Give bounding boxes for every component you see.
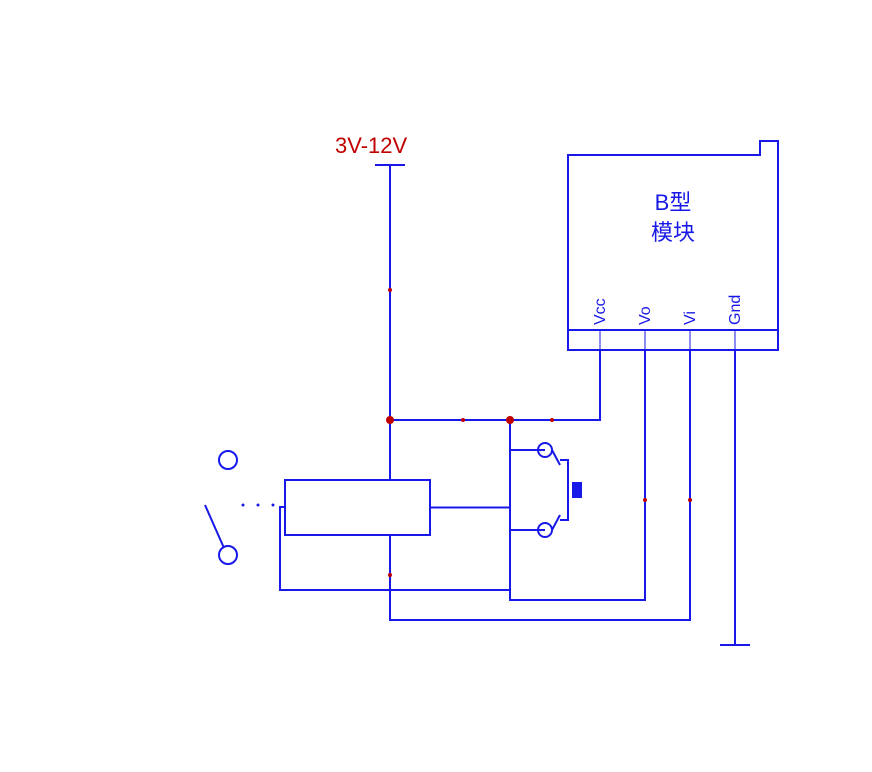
module-title-line2: 模块 — [651, 220, 695, 245]
junction-dot — [506, 416, 514, 424]
wire-marker — [643, 498, 647, 502]
pin-label-vcc: Vcc — [592, 298, 609, 325]
wire-marker — [688, 498, 692, 502]
wire-marker — [550, 418, 554, 422]
wire — [390, 375, 600, 420]
switch-link-dot — [272, 504, 275, 507]
pin-label-gnd: Gnd — [727, 295, 744, 325]
switch-terminal-bottom — [219, 546, 237, 564]
wire-marker — [461, 418, 465, 422]
switch-link-dot — [242, 504, 245, 507]
junction-dot — [386, 416, 394, 424]
switch-link-dot — [257, 504, 260, 507]
switch-arm — [205, 505, 224, 548]
voltage-label: 3V-12V — [335, 133, 407, 158]
wire-marker — [388, 288, 392, 292]
relay-box — [285, 480, 430, 535]
wire — [280, 507, 510, 590]
buzzer-body — [560, 460, 568, 520]
pin-label-vo: Vo — [637, 306, 654, 325]
wire-marker — [388, 573, 392, 577]
module-title-line1: B型 — [655, 190, 692, 215]
circuit-diagram: 3V-12V B型模块 Vcc Vo Vi Gnd — [0, 0, 872, 772]
buzzer-tab — [572, 482, 582, 498]
switch-terminal-top — [219, 451, 237, 469]
pin-label-vi: Vi — [682, 311, 699, 325]
